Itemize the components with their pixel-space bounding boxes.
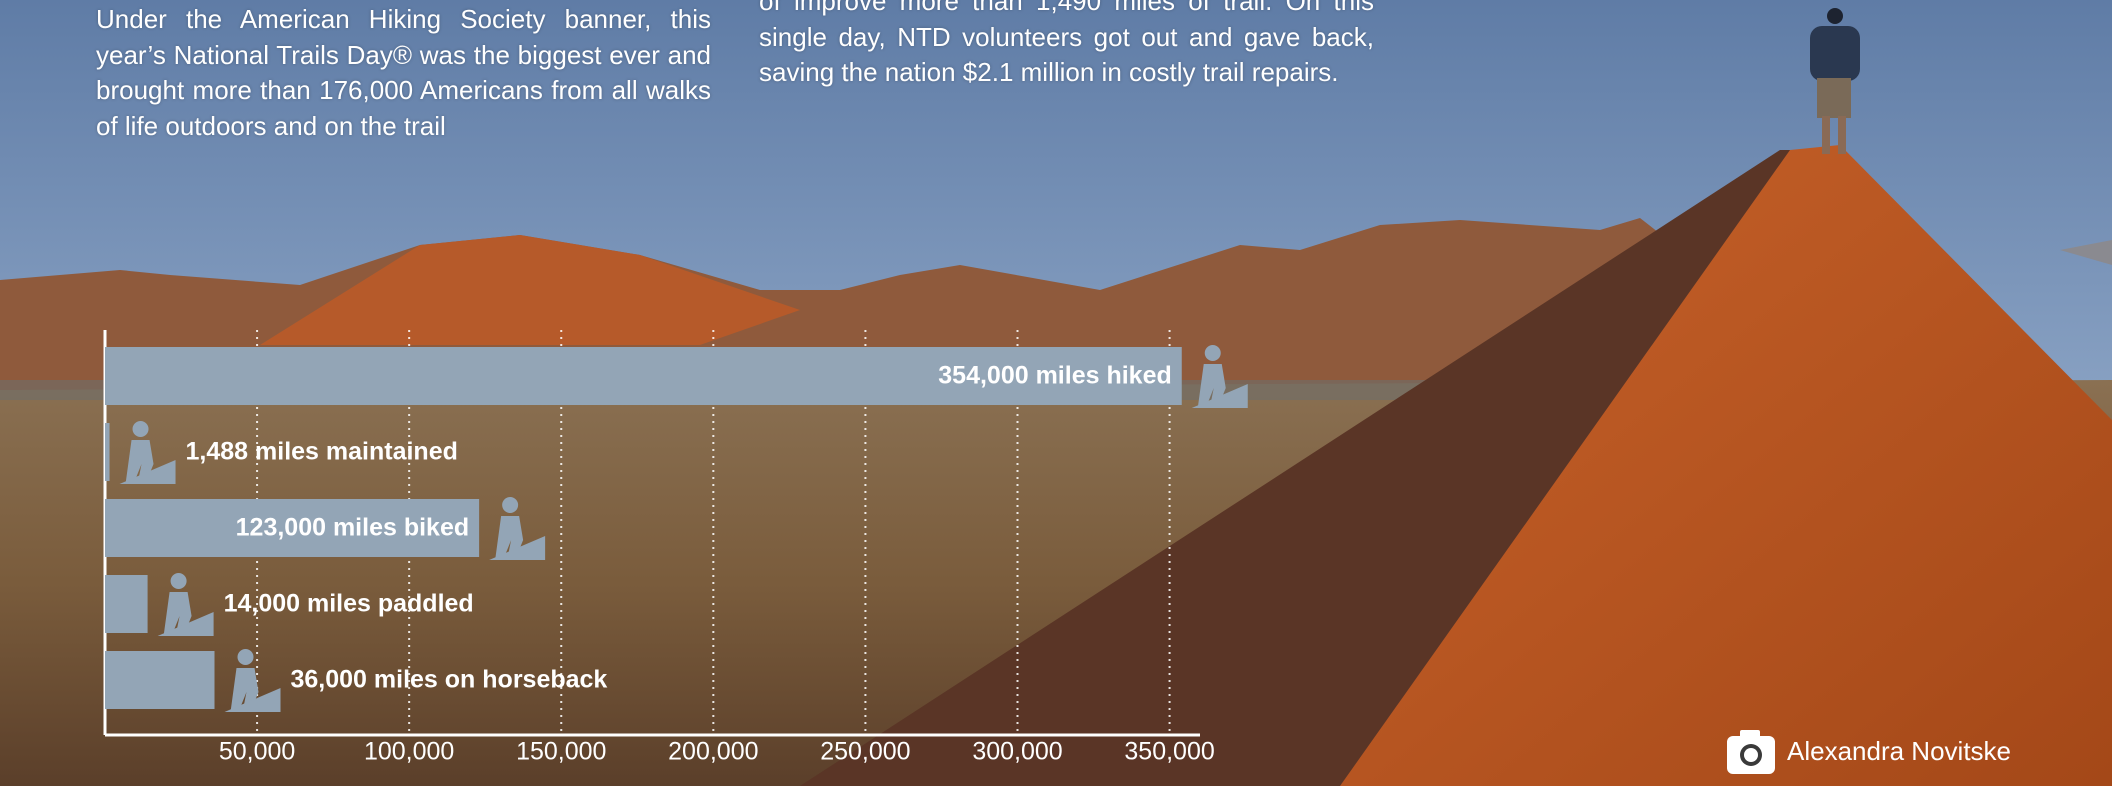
page: {"intro": {"paragraph_1": "Under the Ame… xyxy=(0,0,2112,786)
bar xyxy=(105,651,215,709)
value-label: 354,000 miles hiked xyxy=(938,362,1171,390)
bar xyxy=(105,423,110,481)
icon-head xyxy=(133,421,149,437)
bar xyxy=(105,575,148,633)
value-label: 36,000 miles on horseback xyxy=(291,666,608,694)
x-tick-label: 50,000 xyxy=(219,738,295,766)
icon-head xyxy=(171,573,187,589)
x-tick-label: 300,000 xyxy=(972,738,1062,766)
icon-head xyxy=(238,649,254,665)
value-label: 1,488 miles maintained xyxy=(186,438,458,466)
x-tick-label: 100,000 xyxy=(364,738,454,766)
x-tick-label: 250,000 xyxy=(820,738,910,766)
icon-head xyxy=(1205,345,1221,361)
activity-icon xyxy=(489,497,545,560)
x-tick-label: 200,000 xyxy=(668,738,758,766)
icon-head xyxy=(502,497,518,513)
activity-icon xyxy=(225,649,281,712)
x-tick-label: 150,000 xyxy=(516,738,606,766)
activity-icon xyxy=(158,573,214,636)
value-label: 123,000 miles biked xyxy=(236,514,469,542)
x-tick-label: 350,000 xyxy=(1124,738,1214,766)
chart: 50,000 100,000 150,000 200,000 250,000 300,00… xyxy=(0,0,2112,786)
activity-icon xyxy=(1192,345,1248,408)
activity-icon xyxy=(120,421,176,484)
value-label: 14,000 miles paddled xyxy=(224,590,474,618)
